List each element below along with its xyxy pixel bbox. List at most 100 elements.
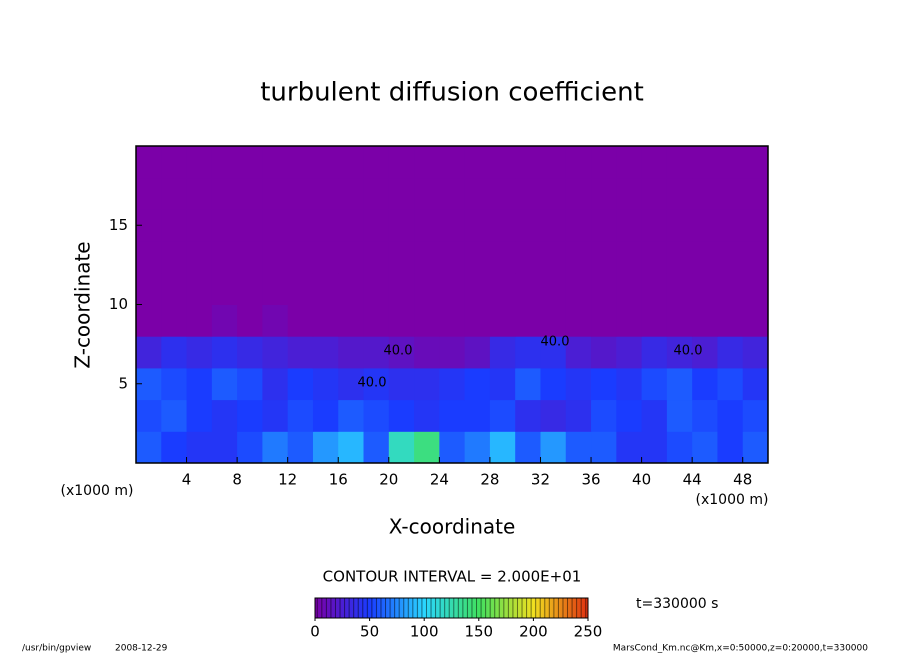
cell [692, 209, 718, 242]
cell [692, 399, 718, 432]
cell [717, 146, 744, 179]
cell [565, 209, 592, 242]
cell [717, 272, 744, 305]
x-tick-label: 44 [683, 471, 702, 489]
cell [540, 431, 567, 464]
cell [186, 336, 213, 369]
cell [439, 272, 466, 305]
cell [262, 146, 289, 179]
cell [540, 399, 567, 432]
y-axis-label: Z-coordinate [71, 241, 95, 368]
cell [388, 336, 415, 369]
cell [262, 367, 289, 401]
cell [338, 399, 365, 432]
cell [312, 304, 339, 337]
cell [666, 209, 693, 242]
cell [742, 367, 769, 401]
cell [515, 399, 541, 432]
cell [338, 336, 365, 369]
cell [363, 177, 390, 210]
cell [666, 431, 693, 464]
cell [464, 336, 491, 369]
cell [666, 241, 693, 274]
cell [641, 336, 668, 369]
cell [565, 146, 592, 179]
cell [287, 431, 314, 464]
cell [237, 367, 263, 401]
cell [616, 336, 643, 369]
cell [287, 272, 314, 305]
cell [136, 304, 162, 337]
cell [439, 146, 466, 179]
cell [287, 336, 314, 369]
cell [565, 399, 592, 432]
cell [388, 241, 415, 274]
contour-label: 40.0 [358, 376, 387, 391]
cell [666, 177, 693, 210]
cell [616, 367, 643, 401]
cell [464, 399, 491, 432]
cell [616, 431, 643, 464]
cell [439, 399, 466, 432]
cell [641, 272, 668, 305]
cell [414, 399, 440, 432]
cell [464, 272, 491, 305]
time-label: t=330000 s [636, 596, 718, 612]
cell [489, 146, 516, 179]
x-tick-label: 4 [182, 471, 192, 489]
cell [388, 304, 415, 337]
x-tick-label: 40 [632, 471, 651, 489]
cell [287, 146, 314, 179]
cell [237, 241, 263, 274]
y-unit: (x1000 m) [61, 483, 134, 499]
cell [591, 431, 617, 464]
cell [363, 336, 390, 369]
cell [641, 431, 668, 464]
cell [489, 399, 516, 432]
cell [540, 177, 567, 210]
x-tick-label: 8 [232, 471, 242, 489]
cell [338, 304, 365, 337]
cell [287, 177, 314, 210]
cell [186, 367, 213, 401]
cell [338, 431, 365, 464]
cell [439, 304, 466, 337]
cell [565, 336, 592, 369]
cell [641, 241, 668, 274]
cell [287, 304, 314, 337]
cell [742, 431, 769, 464]
cell [717, 431, 744, 464]
cell [186, 177, 213, 210]
cell [136, 336, 162, 369]
x-unit: (x1000 m) [696, 492, 769, 508]
cell [161, 241, 188, 274]
cell [414, 304, 440, 337]
cell [287, 209, 314, 242]
cell [515, 272, 541, 305]
cell [186, 146, 213, 179]
cell [388, 367, 415, 401]
cell [591, 304, 617, 337]
cell [211, 146, 238, 179]
cell [641, 146, 668, 179]
cell [515, 209, 541, 242]
colorbar [314, 597, 589, 619]
x-tick-label: 32 [531, 471, 550, 489]
cell [287, 241, 314, 274]
cell [312, 367, 339, 401]
x-tick-label: 24 [430, 471, 449, 489]
contour-interval: CONTOUR INTERVAL = 2.000E+01 [323, 568, 582, 586]
cell [414, 177, 440, 210]
cell [363, 146, 390, 179]
contour-label: 40.0 [541, 335, 570, 350]
cell [666, 272, 693, 305]
cell [186, 304, 213, 337]
footer-right: MarsCond_Km.nc@Km,x=0:50000,z=0:20000,t=… [613, 644, 868, 654]
cell [692, 177, 718, 210]
cell [489, 336, 516, 369]
cell [186, 431, 213, 464]
x-axis-label: X-coordinate [389, 515, 516, 539]
cell [591, 399, 617, 432]
cell [312, 272, 339, 305]
cell [136, 241, 162, 274]
